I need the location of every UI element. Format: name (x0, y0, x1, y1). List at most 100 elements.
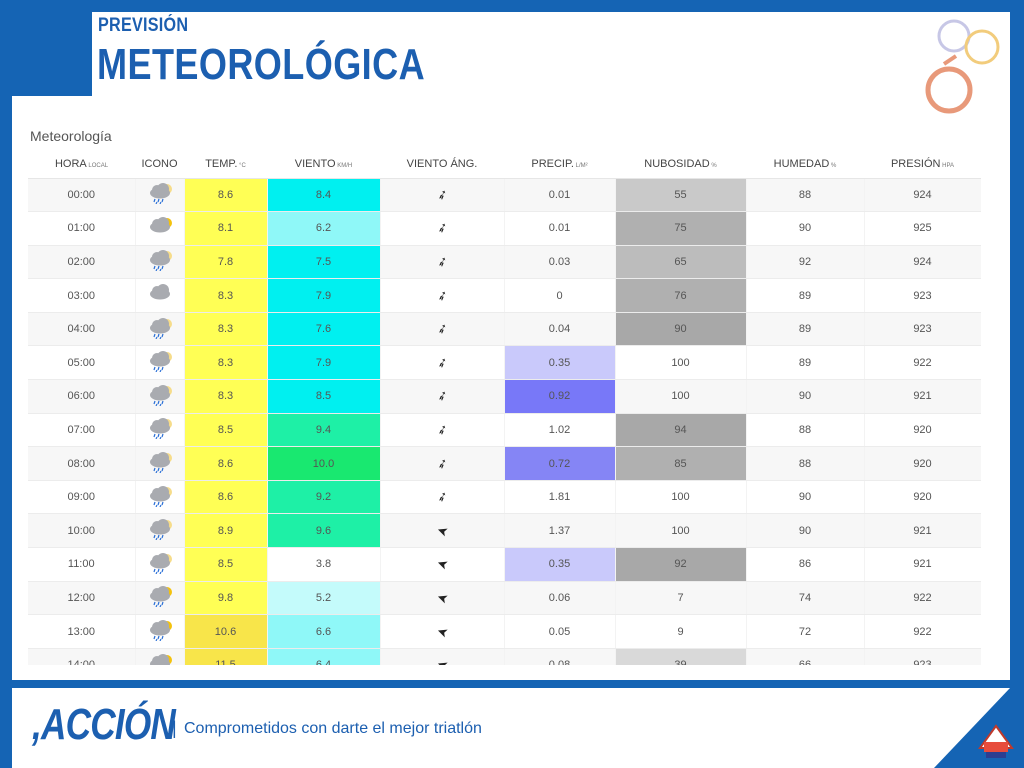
temperature-cell: 11.5 (184, 648, 268, 665)
pressure-cell: 925 (864, 211, 981, 246)
wind-direction-cell: ➤ (380, 648, 505, 665)
table-row: 03:00 8.3 7.9 ➶ 0 76 89 923 (28, 278, 981, 313)
icon-cell (135, 278, 185, 313)
precipitation-cell: 0.06 (504, 581, 616, 616)
hour-cell: 08:00 (28, 446, 136, 481)
humidity-cell: 90 (746, 379, 865, 414)
forecast-table-container[interactable]: HORA LOCAL ICONO TEMP. °C VIENTO KM/H VIENTO… (28, 150, 981, 665)
precipitation-cell: 0.35 (504, 345, 616, 381)
wind-arrow-icon: ➶ (434, 219, 450, 237)
pressure-cell: 921 (864, 513, 981, 549)
hour-cell: 13:00 (28, 614, 136, 649)
column-header-label: HUMEDAD (773, 157, 830, 170)
column-header-unit: HPA (940, 162, 955, 169)
cloudiness-cell: 90 (615, 312, 747, 347)
wind-arrow-icon: ➤ (434, 555, 450, 574)
humidity-cell: 72 (746, 614, 865, 649)
table-row: 12:00 9.8 5.2 ➤ 0.06 7 74 922 (28, 581, 981, 616)
column-header-unit: LOCAL (86, 162, 109, 169)
column-header: VIENTO KM/H (267, 150, 380, 179)
wind-speed-cell: 8.5 (267, 379, 381, 414)
pressure-cell: 923 (864, 648, 981, 665)
pressure-cell: 920 (864, 413, 981, 448)
pressure-cell: 924 (864, 178, 981, 213)
humidity-cell: 92 (746, 245, 865, 280)
wind-speed-cell: 7.5 (267, 245, 381, 280)
column-header-label: HORA (54, 157, 87, 170)
precipitation-cell: 0.35 (504, 547, 616, 582)
rain-cloud-icon (147, 250, 173, 274)
rain-cloud-icon (147, 485, 173, 510)
humidity-cell: 90 (746, 480, 865, 515)
pressure-cell: 922 (864, 581, 981, 616)
triathlon-rings-logo (925, 19, 1000, 114)
table-header-row: HORA LOCAL ICONO TEMP. °C VIENTO KM/H VIENTO… (28, 150, 981, 179)
footer-separator: | (172, 718, 177, 738)
table-row: 02:00 7.8 7.5 ➶ 0.03 65 92 924 (28, 245, 981, 280)
rain-cloud-icon (147, 519, 173, 543)
rain-cloud-icon (147, 418, 173, 442)
table-row: 08:00 8.6 10.0 ➶ 0.72 85 88 920 (28, 446, 981, 481)
cloudiness-cell: 100 (615, 345, 747, 381)
icon-cell (135, 413, 185, 448)
temperature-cell: 8.5 (184, 547, 268, 582)
wind-direction-cell: ➶ (380, 446, 505, 481)
wind-arrow-icon: ➶ (434, 420, 450, 439)
wind-speed-cell: 7.9 (267, 345, 381, 381)
table-row: 14:00 11.56.4 ➤ 0.083966923 (28, 648, 981, 665)
rain-cloud-icon (147, 183, 173, 207)
column-header-label: TEMP. (205, 157, 238, 170)
column-header: PRESIÓN HPA (864, 150, 981, 179)
column-header-label: VIENTO (294, 157, 336, 170)
wind-direction-cell: ➤ (380, 581, 505, 616)
precipitation-cell: 0.01 (504, 178, 616, 213)
hour-cell: 01:00 (28, 211, 136, 246)
column-header: PRECIP. L/M² (504, 150, 615, 179)
pressure-cell: 924 (864, 245, 981, 280)
icon-cell (135, 312, 185, 347)
column-header-unit: °C (237, 162, 246, 169)
column-header: TEMP. °C (184, 150, 267, 179)
hour-cell: 11:00 (28, 547, 136, 582)
sun-rain-icon (147, 586, 173, 610)
wind-arrow-icon: ➤ (434, 623, 450, 641)
hour-cell: 07:00 (28, 413, 136, 448)
table-row: 05:00 8.3 7.9 ➶ 0.35 100 89 922 (28, 345, 981, 381)
cloudiness-cell: 100 (615, 513, 747, 549)
table-row: 09:00 8.6 9.2 ➶ 1.81 100 90 920 (28, 480, 981, 515)
accion-logo: ,ACCIÓN (32, 700, 176, 749)
table-row: 00:00 8.6 8.4 ➶ 0.01 55 88 924 (28, 178, 981, 213)
cloud-icon (147, 284, 173, 308)
humidity-cell: 90 (746, 513, 865, 549)
footer-tagline: Comprometidos con darte el mejor triatló… (184, 720, 482, 737)
temperature-cell: 8.1 (184, 211, 268, 246)
hour-cell: 05:00 (28, 345, 136, 381)
column-header-unit: % (829, 162, 837, 169)
temperature-cell: 8.3 (184, 379, 268, 414)
column-header: HORA LOCAL (28, 150, 135, 179)
cloudiness-cell: 92 (615, 547, 747, 582)
hour-cell: 02:00 (28, 245, 136, 280)
wind-direction-cell: ➶ (380, 345, 505, 381)
wind-direction-cell: ➤ (380, 547, 505, 582)
forecast-table: HORA LOCAL ICONO TEMP. °C VIENTO KM/H VIENTO… (28, 150, 981, 665)
column-header-unit: KM/H (335, 162, 353, 169)
precipitation-cell: 0.08 (504, 648, 616, 665)
temperature-cell: 8.6 (184, 480, 268, 515)
hour-cell: 03:00 (28, 278, 136, 313)
pressure-cell: 922 (864, 614, 981, 649)
precipitation-cell: 0.92 (504, 379, 616, 414)
cloudiness-cell: 100 (615, 379, 747, 414)
temperature-cell: 8.6 (184, 446, 268, 481)
cloudiness-cell: 75 (615, 211, 747, 246)
precipitation-cell: 1.81 (504, 480, 616, 515)
wind-direction-cell: ➶ (380, 413, 505, 448)
panel-title: Meteorología (30, 128, 112, 144)
left-border (0, 0, 12, 768)
footer-area (12, 688, 934, 768)
precipitation-cell: 0.05 (504, 614, 616, 649)
temperature-cell: 8.5 (184, 413, 268, 448)
wind-arrow-icon: ➶ (434, 319, 450, 338)
humidity-cell: 88 (746, 178, 865, 213)
icon-cell (135, 480, 185, 515)
